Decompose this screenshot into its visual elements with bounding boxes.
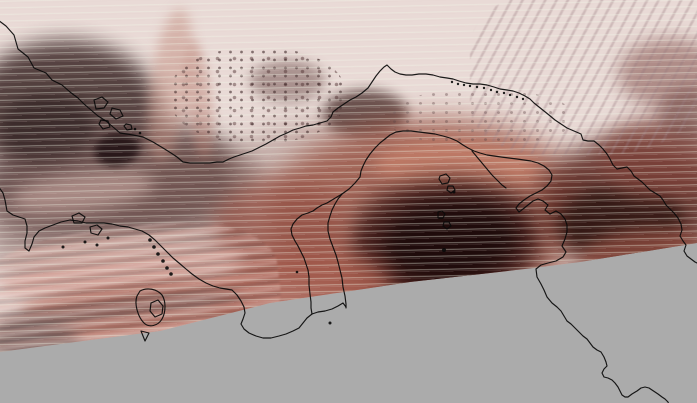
small-triangle-island: [140, 330, 150, 342]
island-dot: [138, 131, 142, 135]
coast-caribbean: [0, 20, 697, 264]
island-dot: [83, 240, 87, 244]
chiriqui-islands: [71, 212, 103, 236]
island-dot: [508, 93, 512, 97]
island-dot: [295, 270, 299, 274]
island-dot: [95, 243, 99, 247]
island-dot: [328, 321, 332, 325]
island-dot: [515, 95, 519, 99]
island-dot: [148, 238, 152, 242]
island-dot: [482, 86, 486, 90]
estuary-branch: [471, 150, 507, 189]
island-dot: [475, 85, 479, 89]
island-dot: [61, 245, 65, 249]
coast-azuero-east: [290, 138, 386, 315]
coiba-inner-island: [149, 299, 164, 318]
coast-gulf-north-darien-colombia: [384, 130, 669, 403]
cloud-street-texture: [470, 0, 697, 155]
island-dot: [452, 190, 456, 194]
speckled-cumulus-field: [170, 48, 345, 143]
speckled-cumulus-field-2: [388, 90, 573, 145]
island-dot: [442, 248, 446, 252]
island-dot: [106, 236, 110, 240]
island-dot: [521, 97, 525, 101]
island-dot: [161, 259, 165, 263]
coast-pacific-west: [0, 187, 347, 339]
island-dot: [152, 245, 156, 249]
bocas-islands: [93, 96, 133, 131]
pearl-islands: [437, 173, 456, 230]
island-dot: [468, 84, 472, 88]
island-dot: [165, 266, 169, 270]
island-dot: [156, 252, 160, 256]
island-dot: [489, 88, 493, 92]
coast-gulf-west-shore: [327, 193, 347, 309]
island-dot: [502, 91, 506, 95]
island-dot: [169, 272, 173, 276]
coiba-island: [135, 288, 166, 327]
island-dot: [450, 80, 454, 84]
island-dot: [133, 127, 137, 131]
island-dot: [456, 82, 460, 86]
island-dot: [462, 83, 466, 87]
island-dot: [495, 90, 499, 94]
